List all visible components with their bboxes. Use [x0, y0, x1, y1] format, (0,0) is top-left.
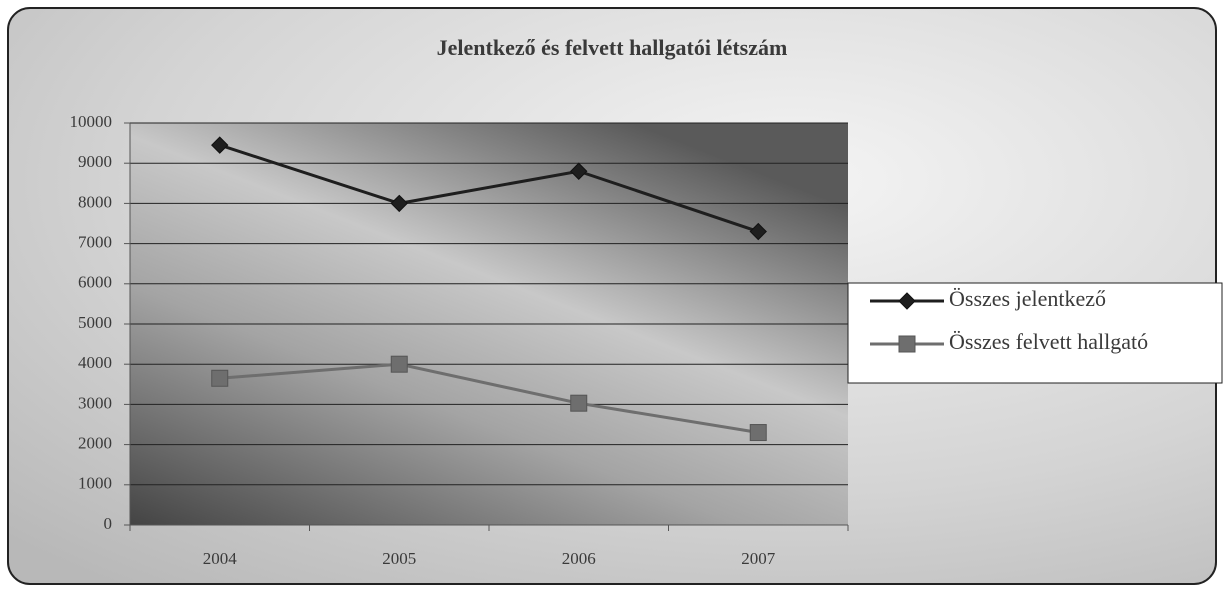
- y-tick-label: 3000: [78, 393, 112, 412]
- legend-marker: [898, 292, 916, 310]
- x-tick-label: 2005: [382, 549, 416, 568]
- series-line: [219, 362, 759, 435]
- data-point: [390, 194, 408, 213]
- y-tick-label: 8000: [78, 192, 112, 211]
- data-point: [390, 355, 408, 373]
- y-tick-label: 6000: [78, 273, 112, 292]
- y-tick-label: 4000: [78, 353, 112, 372]
- x-tick-label: 2004: [203, 549, 238, 568]
- data-point: [570, 162, 588, 180]
- legend-label: Összes jelentkező: [949, 286, 1106, 311]
- data-point: [570, 394, 588, 412]
- y-tick-label: 10000: [70, 112, 113, 131]
- y-tick-label: 1000: [78, 474, 112, 493]
- series-line: [219, 143, 759, 233]
- chart-title: Jelentkező és felvett hallgatói létszám: [437, 35, 788, 60]
- y-tick-label: 2000: [78, 434, 112, 453]
- data-point: [211, 136, 229, 154]
- y-tick-label: 9000: [78, 152, 112, 171]
- x-tick-label: 2006: [562, 549, 596, 568]
- y-tick-label: 0: [104, 514, 113, 533]
- y-tick-label: 5000: [78, 313, 112, 332]
- legend-marker: [898, 335, 916, 353]
- data-point: [211, 369, 229, 387]
- x-tick-label: 2007: [741, 549, 776, 568]
- data-point: [749, 424, 767, 442]
- data-point: [749, 222, 767, 241]
- legend-label: Összes felvett hallgató: [949, 329, 1148, 354]
- y-tick-label: 7000: [78, 233, 112, 252]
